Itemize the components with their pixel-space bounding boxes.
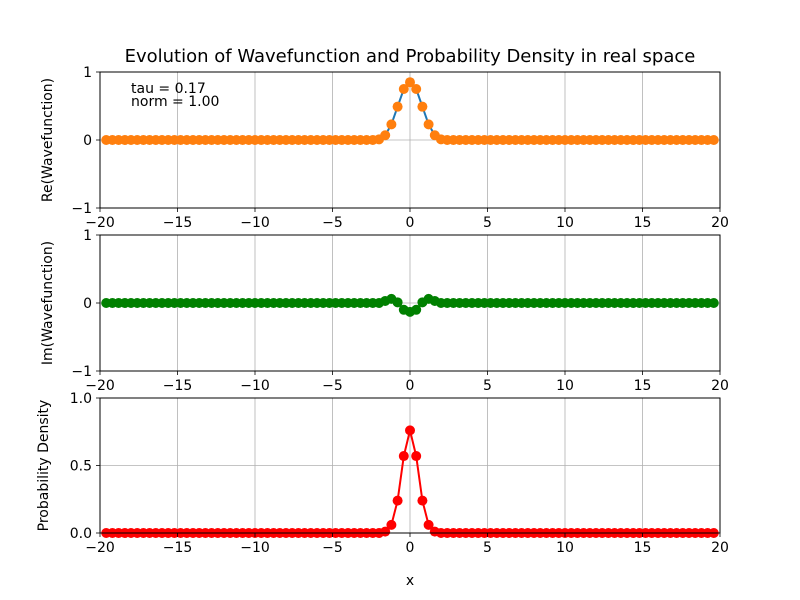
y-axis-label: Probability Density xyxy=(36,400,52,532)
data-point xyxy=(386,119,397,130)
data-point xyxy=(708,298,719,308)
x-tick-label: 10 xyxy=(556,215,574,231)
data-point xyxy=(380,526,391,537)
data-point xyxy=(386,519,397,530)
x-tick-label: 10 xyxy=(556,540,574,556)
data-point xyxy=(411,84,422,94)
x-tick-label: −15 xyxy=(163,215,193,231)
x-tick-label: −10 xyxy=(240,378,270,394)
x-tick-label: −5 xyxy=(322,215,343,231)
x-tick-label: 5 xyxy=(483,378,492,394)
x-tick-label: 10 xyxy=(556,378,574,394)
x-tick-label: 0 xyxy=(406,540,415,556)
y-tick-label: 0.5 xyxy=(70,459,92,475)
subplots: −20 −15 −10 −5 0 5 10 15 20−101Re(Wavefunction)−… xyxy=(36,65,729,556)
figure-title: Evolution of Wavefunction and Probabilit… xyxy=(125,46,696,67)
x-tick-label: −5 xyxy=(322,540,343,556)
x-tick-label: −10 xyxy=(240,540,270,556)
y-tick-label: 1 xyxy=(83,65,92,81)
x-tick-label: −20 xyxy=(85,378,115,394)
norm-annotation: norm = 1.00 xyxy=(131,94,219,110)
data-point xyxy=(411,304,422,315)
data-point xyxy=(392,495,403,506)
subplot-3: −20 −15 −10 −5 0 5 10 15 20 0.0 0.5 1.0 Probability … xyxy=(36,391,729,556)
data-point xyxy=(380,130,391,141)
x-tick-label: −20 xyxy=(85,215,115,231)
x-tick-label: −5 xyxy=(322,378,343,394)
x-tick-label: −15 xyxy=(163,378,193,394)
tau-annotation: tau = 0.17 xyxy=(131,81,206,97)
y-tick-label: −1 xyxy=(71,201,92,217)
data-point xyxy=(417,101,428,112)
data-point xyxy=(405,425,415,436)
y-tick-label: 0 xyxy=(83,133,92,149)
x-tick-label: 20 xyxy=(711,378,729,394)
data-point xyxy=(423,119,434,130)
x-axis-label: x xyxy=(406,573,414,589)
data-point xyxy=(708,135,719,145)
y-tick-label: 0.0 xyxy=(70,526,92,542)
data-point xyxy=(398,84,409,94)
x-tick-label: −15 xyxy=(163,540,193,556)
y-axis-label: Im(Wavefunction) xyxy=(40,241,56,365)
data-point xyxy=(411,451,422,462)
x-tick-label: 15 xyxy=(634,540,652,556)
x-tick-label: 0 xyxy=(406,378,415,394)
y-tick-label: 1.0 xyxy=(70,391,92,407)
data-point xyxy=(423,519,434,530)
x-tick-label: 20 xyxy=(711,540,729,556)
data-point xyxy=(392,297,403,308)
x-tick-label: −10 xyxy=(240,215,270,231)
data-point xyxy=(417,495,428,506)
x-tick-label: 5 xyxy=(483,540,492,556)
y-tick-label: 1 xyxy=(83,228,92,244)
x-tick-label: 20 xyxy=(711,215,729,231)
y-tick-label: −1 xyxy=(71,364,92,380)
data-point xyxy=(405,77,415,88)
y-axis-label: Re(Wavefunction) xyxy=(40,78,56,202)
x-tick-label: 15 xyxy=(634,215,652,231)
x-tick-label: −20 xyxy=(85,540,115,556)
x-tick-label: 5 xyxy=(483,215,492,231)
y-tick-label: 0 xyxy=(83,296,92,312)
x-tick-label: 0 xyxy=(406,215,415,231)
data-point xyxy=(398,451,409,462)
data-point xyxy=(392,101,403,112)
x-tick-label: 15 xyxy=(634,378,652,394)
